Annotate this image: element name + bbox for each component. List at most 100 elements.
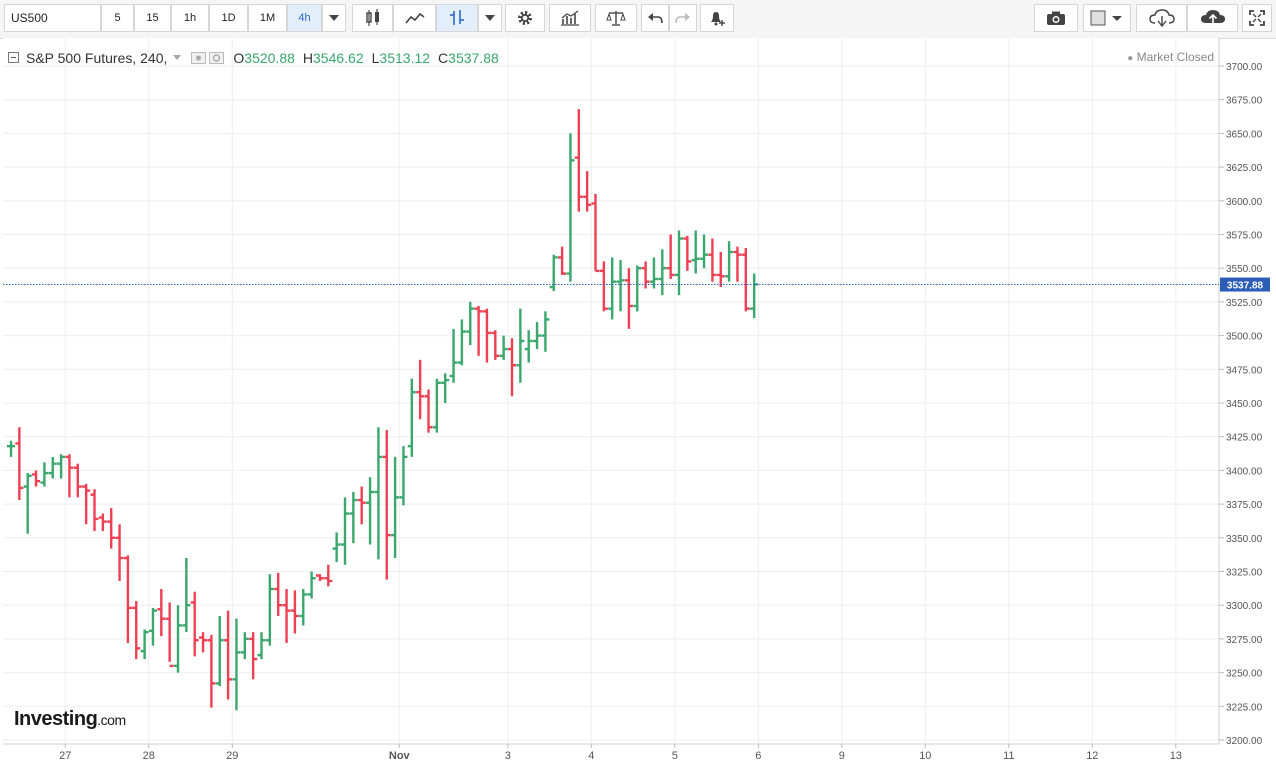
ohlc-bar [132, 601, 141, 660]
interval-1m-button[interactable]: 1M [248, 4, 287, 32]
symbol-input[interactable]: US500 [4, 4, 101, 32]
ohlc-bar [391, 456, 400, 559]
price-axis: 3200.00 3225.00 3250.00 3275.00 3300.00 3325.… [1219, 62, 1263, 747]
ohlc-bar [683, 235, 692, 271]
indicators-icon [561, 10, 579, 26]
ohlc-bar [57, 454, 66, 479]
ohlc-bar [23, 473, 32, 534]
ohlc-bar [708, 238, 717, 282]
eye-icon[interactable] [191, 52, 207, 64]
ohlc-bar [583, 171, 592, 212]
load-chart-button[interactable] [1136, 4, 1187, 32]
settings-small-icon[interactable] [209, 52, 225, 64]
chevron-down-icon[interactable] [173, 55, 183, 61]
ohlc-bar [725, 241, 734, 282]
screenshot-button[interactable] [1034, 4, 1078, 32]
ohlc-bar [716, 252, 725, 288]
ohlc-bar [349, 491, 358, 544]
x-tick-label: 12 [1086, 750, 1098, 762]
instrument-title: S&P 500 Futures, 240, [26, 50, 168, 66]
alert-button[interactable] [700, 4, 734, 32]
ohlc-bar [290, 590, 299, 634]
ohlc-bar [7, 440, 15, 457]
ohlc-bar [65, 454, 74, 498]
low-label: L [371, 50, 380, 66]
y-tick-label: 3400.00 [1226, 466, 1263, 477]
ohlc-bar [733, 246, 742, 282]
ohlc-bar [224, 610, 233, 700]
candles-style-button[interactable] [352, 4, 393, 32]
ohlc-bar [566, 133, 575, 282]
ohlc-bar [633, 265, 642, 312]
undo-button[interactable] [641, 4, 669, 32]
ohlc-bar [558, 246, 567, 275]
fullscreen-icon [1249, 10, 1265, 26]
undo-icon [648, 13, 663, 24]
interval-dropdown-button[interactable] [322, 4, 346, 32]
ohlc-bar [207, 634, 216, 708]
ohlc-bar [382, 429, 391, 580]
interval-5-button[interactable]: 5 [101, 4, 134, 32]
ohlc-bar [32, 470, 41, 487]
high-label: H [302, 50, 314, 66]
market-status: ● Market Closed [1127, 50, 1214, 64]
x-tick-label: 13 [1170, 750, 1182, 762]
y-tick-label: 3250.00 [1226, 669, 1263, 680]
low-value: 3513.12 [379, 50, 431, 66]
compare-button[interactable] [595, 4, 637, 32]
line-style-button[interactable] [393, 4, 436, 32]
interval-1h-button[interactable]: 1h [171, 4, 209, 32]
ohlc-bar [666, 234, 675, 279]
close-label: C [438, 50, 449, 66]
chevron-down-icon [329, 15, 339, 21]
interval-4h-button[interactable]: 4h [287, 4, 322, 32]
save-chart-button[interactable] [1187, 4, 1238, 32]
ohlc-bar [466, 301, 475, 346]
fullscreen-button[interactable] [1242, 4, 1272, 32]
open-value: 3520.88 [244, 50, 295, 66]
y-tick-label: 3650.00 [1226, 129, 1263, 140]
bars-style-button[interactable] [436, 4, 478, 32]
ohlc-bar [282, 589, 291, 643]
indicators-button[interactable] [549, 4, 591, 32]
y-tick-label: 3425.00 [1226, 433, 1263, 444]
x-tick-label: 27 [59, 750, 71, 762]
y-tick-label: 3300.00 [1226, 601, 1263, 612]
ohlc-bar [399, 446, 408, 506]
redo-button[interactable] [669, 4, 697, 32]
toolbar: US500 5 15 1h 1D 1M 4h [0, 0, 1276, 39]
ohlc-bar [491, 330, 500, 360]
market-status-text: Market Closed [1136, 50, 1214, 64]
chart-type-dropdown-button[interactable] [478, 4, 502, 32]
ohlc-bar [73, 463, 82, 498]
area-chart-icon [404, 12, 424, 24]
ohlc-bar [299, 589, 308, 626]
ohlc-bar [574, 109, 583, 212]
open-label: O [233, 50, 245, 66]
ohlc-bar [474, 305, 483, 356]
interval-15-button[interactable]: 15 [134, 4, 171, 32]
chevron-down-icon [485, 15, 495, 21]
redo-icon [675, 13, 690, 24]
ohlc-bar [641, 261, 650, 289]
x-tick-label: 4 [588, 750, 594, 762]
x-tick-label: 29 [226, 750, 238, 762]
ohlc-bar [341, 497, 349, 565]
ohlc-bar [82, 483, 91, 525]
ohlc-bar [90, 489, 99, 532]
ohlc-bar [616, 260, 625, 312]
y-tick-label: 3675.00 [1226, 96, 1263, 107]
settings-button[interactable] [505, 4, 545, 32]
ohlc-bar [324, 564, 333, 587]
ohlc-bar [549, 254, 558, 292]
ohlc-bar [700, 234, 709, 269]
ohlc-bar [624, 268, 633, 329]
logo-suffix: .com [97, 712, 126, 728]
x-tick-label: 10 [919, 750, 931, 762]
interval-1d-button[interactable]: 1D [209, 4, 248, 32]
collapse-legend-icon[interactable] [8, 52, 20, 64]
ohlc-bar [15, 427, 24, 501]
layout-dropdown-button[interactable] [1083, 4, 1131, 32]
ohlc-bars-icon [450, 10, 464, 25]
